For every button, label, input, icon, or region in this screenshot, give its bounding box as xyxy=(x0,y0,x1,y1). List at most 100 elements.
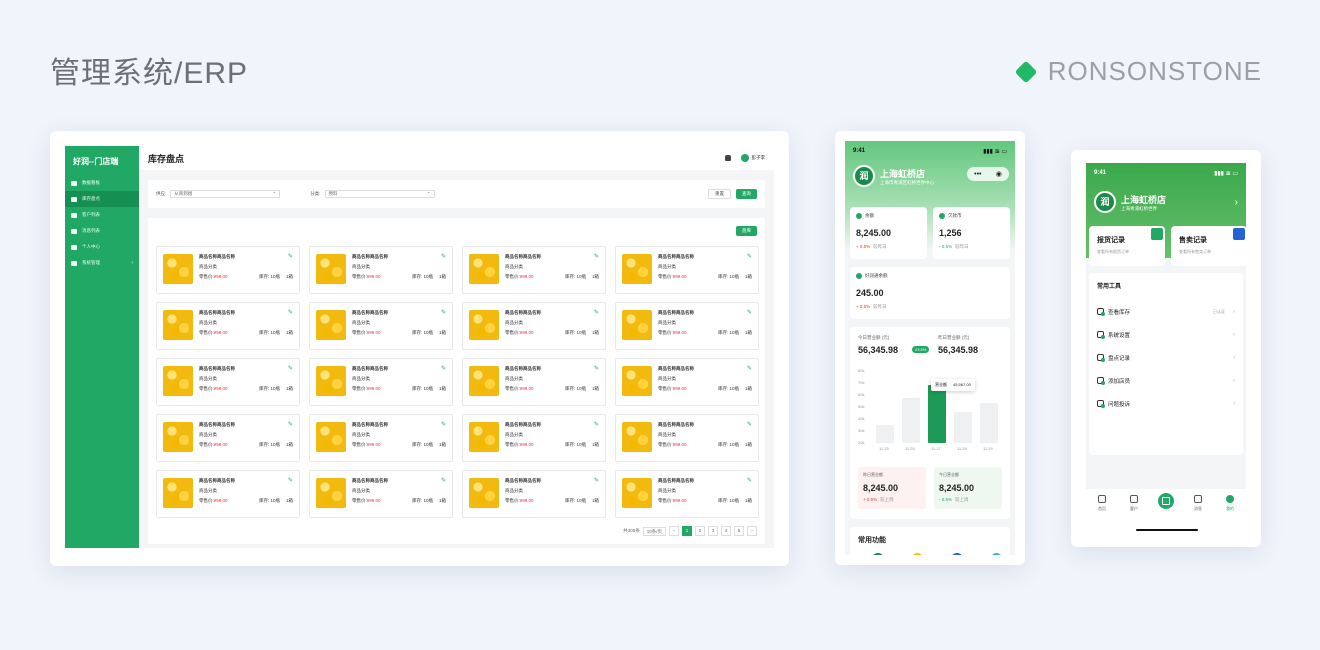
product-card[interactable]: 商品名称商品名称 商品分类 零售价: ¥99.00 库存: 10瓶 1箱 ✎ xyxy=(309,414,453,462)
function-icon[interactable] xyxy=(911,553,923,555)
metric-label-text: 余额 xyxy=(865,213,874,218)
bell-icon[interactable] xyxy=(724,155,731,161)
product-card[interactable]: 商品名称商品名称 商品分类 零售价: ¥99.00 库存: 10瓶 1箱 ✎ xyxy=(615,470,759,518)
edit-icon[interactable]: ✎ xyxy=(440,478,446,484)
tab-item[interactable]: 我的 xyxy=(1218,495,1242,512)
sidebar-item[interactable]: 客户列表 xyxy=(65,207,139,223)
edit-icon[interactable]: ✎ xyxy=(746,254,752,260)
edit-icon[interactable]: ✎ xyxy=(746,478,752,484)
metric-card[interactable]: 欠款市 1,256 - 0.5% 较昨日 xyxy=(933,207,1010,259)
sidebar-item[interactable]: 个人中心 xyxy=(65,239,139,255)
product-card[interactable]: 商品名称商品名称 商品分类 零售价: ¥99.00 库存: 10瓶 1箱 ✎ xyxy=(462,358,606,406)
tab-item[interactable]: 客户 xyxy=(1122,495,1146,512)
user-menu[interactable]: 彭子李 xyxy=(740,154,765,162)
page-button[interactable]: 2 xyxy=(695,526,705,536)
tool-item[interactable]: 问题投诉 › xyxy=(1097,392,1235,415)
category-select[interactable]: 预料 xyxy=(324,189,435,198)
page-button[interactable]: 1 xyxy=(682,526,692,536)
product-card[interactable]: 商品名称商品名称 商品分类 零售价: ¥99.00 库存: 10瓶 1箱 ✎ xyxy=(462,246,606,294)
edit-icon[interactable]: ✎ xyxy=(593,310,599,316)
sidebar-item[interactable]: 库存盘点 xyxy=(65,191,139,207)
record-card[interactable]: 售卖记录 查看所有售卖订单 xyxy=(1171,226,1246,266)
product-card[interactable]: 商品名称商品名称 商品分类 零售价: ¥99.00 库存: 10瓶 1箱 ✎ xyxy=(156,470,300,518)
product-card[interactable]: 商品名称商品名称 商品分类 零售价: ¥99.00 库存: 10瓶 1箱 ✎ xyxy=(309,358,453,406)
product-card[interactable]: 商品名称商品名称 商品分类 零售价: ¥99.00 库存: 10瓶 1箱 ✎ xyxy=(615,302,759,350)
chart-bar[interactable] xyxy=(876,425,894,443)
product-card[interactable]: 商品名称商品名称 商品分类 零售价: ¥99.00 库存: 10瓶 1箱 ✎ xyxy=(615,246,759,294)
page-button[interactable]: 4 xyxy=(721,526,731,536)
chart-bar[interactable] xyxy=(980,402,998,443)
supplier-select[interactable]: 从商到组 xyxy=(170,189,281,198)
inventory-check-button[interactable]: 盘库 xyxy=(736,226,757,236)
stock-value: 库存: 10瓶 xyxy=(258,386,280,391)
search-button[interactable]: 查询 xyxy=(736,189,757,199)
product-card[interactable]: 商品名称商品名称 商品分类 零售价: ¥99.00 库存: 10瓶 1箱 ✎ xyxy=(615,358,759,406)
tab-item[interactable] xyxy=(1154,493,1178,512)
page-button[interactable]: 5 xyxy=(734,526,744,536)
edit-icon[interactable]: ✎ xyxy=(746,366,752,372)
function-icon[interactable] xyxy=(951,553,963,555)
inventory-icon xyxy=(71,196,77,202)
summary-box[interactable]: 今日营业额 8,245.00 - 0.5% 较上周 xyxy=(934,467,1002,509)
chevron-right-icon[interactable]: › xyxy=(1234,197,1238,208)
edit-icon[interactable]: ✎ xyxy=(287,422,293,428)
next-page-button[interactable]: › xyxy=(747,526,757,536)
edit-icon[interactable]: ✎ xyxy=(746,422,752,428)
page-button[interactable]: 3 xyxy=(708,526,718,536)
chart-bar[interactable] xyxy=(928,384,946,443)
summary-box[interactable]: 昨日营业额 8,245.00 + 0.5% 较上周 xyxy=(858,467,926,509)
chart-bar[interactable] xyxy=(902,398,920,443)
miniapp-capsule[interactable]: ••• ◉ xyxy=(967,167,1009,181)
product-card[interactable]: 商品名称商品名称 商品分类 零售价: ¥99.00 库存: 10瓶 1箱 ✎ xyxy=(462,470,606,518)
edit-icon[interactable]: ✎ xyxy=(593,366,599,372)
product-card[interactable]: 商品名称商品名称 商品分类 零售价: ¥99.00 库存: 10瓶 1箱 ✎ xyxy=(462,414,606,462)
edit-icon[interactable]: ✎ xyxy=(746,310,752,316)
product-card[interactable]: 商品名称商品名称 商品分类 零售价: ¥99.00 库存: 10瓶 1箱 ✎ xyxy=(156,246,300,294)
sidebar-item[interactable]: 消息列表 xyxy=(65,223,139,239)
tool-item[interactable]: 添加店员 › xyxy=(1097,369,1235,392)
edit-icon[interactable]: ✎ xyxy=(593,478,599,484)
edit-icon[interactable]: ✎ xyxy=(440,422,446,428)
product-card[interactable]: 商品名称商品名称 商品分类 零售价: ¥99.00 库存: 10瓶 1箱 ✎ xyxy=(309,470,453,518)
tab-item[interactable]: 消息 xyxy=(1186,495,1210,512)
product-card[interactable]: 商品名称商品名称 商品分类 零售价: ¥99.00 库存: 10瓶 1箱 ✎ xyxy=(156,414,300,462)
product-name: 商品名称商品名称 xyxy=(352,254,388,259)
edit-icon[interactable]: ✎ xyxy=(440,366,446,372)
chart-bar[interactable] xyxy=(954,411,972,443)
product-card[interactable]: 商品名称商品名称 商品分类 零售价: ¥99.00 库存: 10瓶 1箱 ✎ xyxy=(462,302,606,350)
record-card[interactable]: 报货记录 查看所有报货订单 xyxy=(1089,226,1165,266)
edit-icon[interactable]: ✎ xyxy=(287,254,293,260)
product-card[interactable]: 商品名称商品名称 商品分类 零售价: ¥99.00 库存: 10瓶 1箱 ✎ xyxy=(156,358,300,406)
prev-page-button[interactable]: ‹ xyxy=(669,526,679,536)
edit-icon[interactable]: ✎ xyxy=(440,310,446,316)
tab-item[interactable]: 首页 xyxy=(1090,495,1114,512)
metric-card[interactable]: 余额 8,245.00 + 0.5% 较昨日 xyxy=(850,207,927,259)
metric-card[interactable]: 好润通余额 245.00 + 0.5% 较昨日 xyxy=(850,267,1010,319)
price-value: ¥99.00 xyxy=(366,386,381,391)
edit-icon[interactable]: ✎ xyxy=(287,310,293,316)
reset-button[interactable]: 重置 xyxy=(708,189,731,199)
edit-icon[interactable]: ✎ xyxy=(287,366,293,372)
page-size-select[interactable]: 10条/页 xyxy=(642,526,666,536)
tool-item[interactable]: 盘点记录 › xyxy=(1097,346,1235,369)
edit-icon[interactable]: ✎ xyxy=(440,254,446,260)
product-card[interactable]: 商品名称商品名称 商品分类 零售价: ¥99.00 库存: 10瓶 1箱 ✎ xyxy=(309,302,453,350)
close-icon[interactable]: ◉ xyxy=(995,171,1002,178)
summary-value: 8,245.00 xyxy=(863,483,899,493)
store-info[interactable]: 润 上海虹桥店 上海市青浦区虹桥世界中心 xyxy=(853,165,934,187)
sidebar-item[interactable]: 系统管理 › xyxy=(65,255,139,271)
tool-item[interactable]: 系统设置 › xyxy=(1097,323,1235,346)
edit-icon[interactable]: ✎ xyxy=(593,254,599,260)
function-icon[interactable] xyxy=(990,553,1002,555)
more-icon[interactable]: ••• xyxy=(974,170,982,178)
edit-icon[interactable]: ✎ xyxy=(593,422,599,428)
tool-item[interactable]: 查看库存 已认证 › xyxy=(1097,300,1235,323)
product-card[interactable]: 商品名称商品名称 商品分类 零售价: ¥99.00 库存: 10瓶 1箱 ✎ xyxy=(309,246,453,294)
edit-icon[interactable]: ✎ xyxy=(287,478,293,484)
product-card[interactable]: 商品名称商品名称 商品分类 零售价: ¥99.00 库存: 10瓶 1箱 ✎ xyxy=(156,302,300,350)
function-icon[interactable] xyxy=(872,553,884,555)
product-card[interactable]: 商品名称商品名称 商品分类 零售价: ¥99.00 库存: 10瓶 1箱 ✎ xyxy=(615,414,759,462)
store-info[interactable]: 润 上海虹桥店 上海青浦虹桥世界 xyxy=(1094,191,1166,213)
sidebar-item[interactable]: 数据看板 xyxy=(65,175,139,191)
price-label: 零售价: xyxy=(658,330,673,335)
